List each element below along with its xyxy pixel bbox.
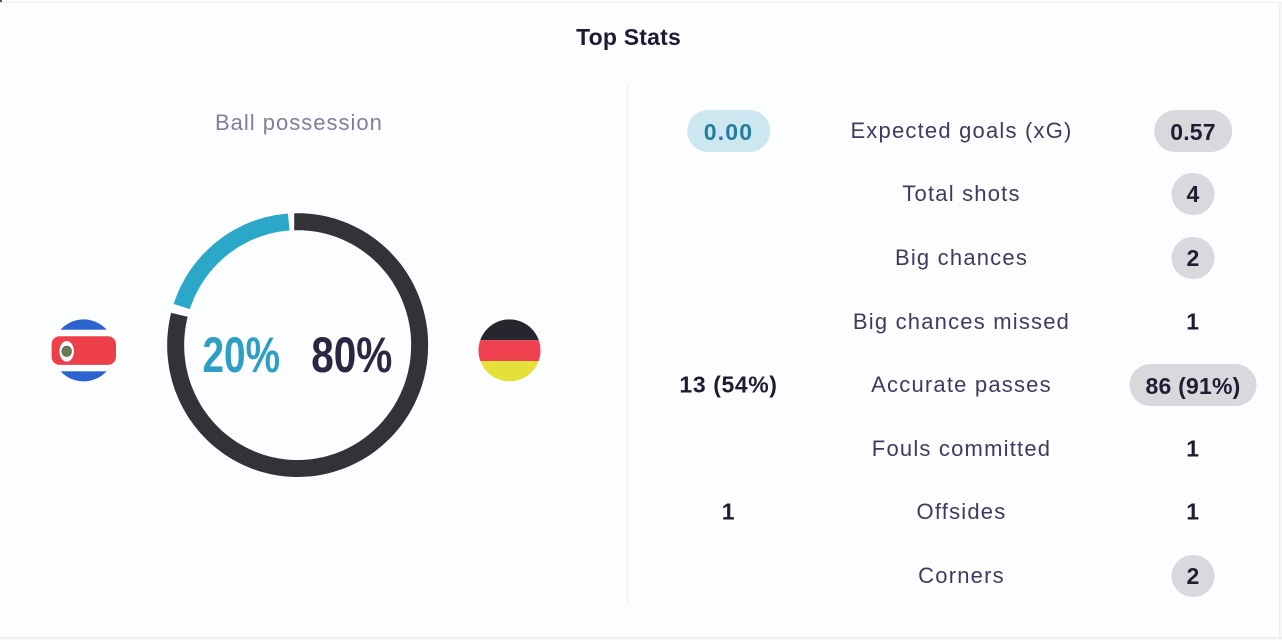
svg-text:80%: 80% — [311, 327, 392, 383]
svg-text:20%: 20% — [203, 327, 281, 383]
